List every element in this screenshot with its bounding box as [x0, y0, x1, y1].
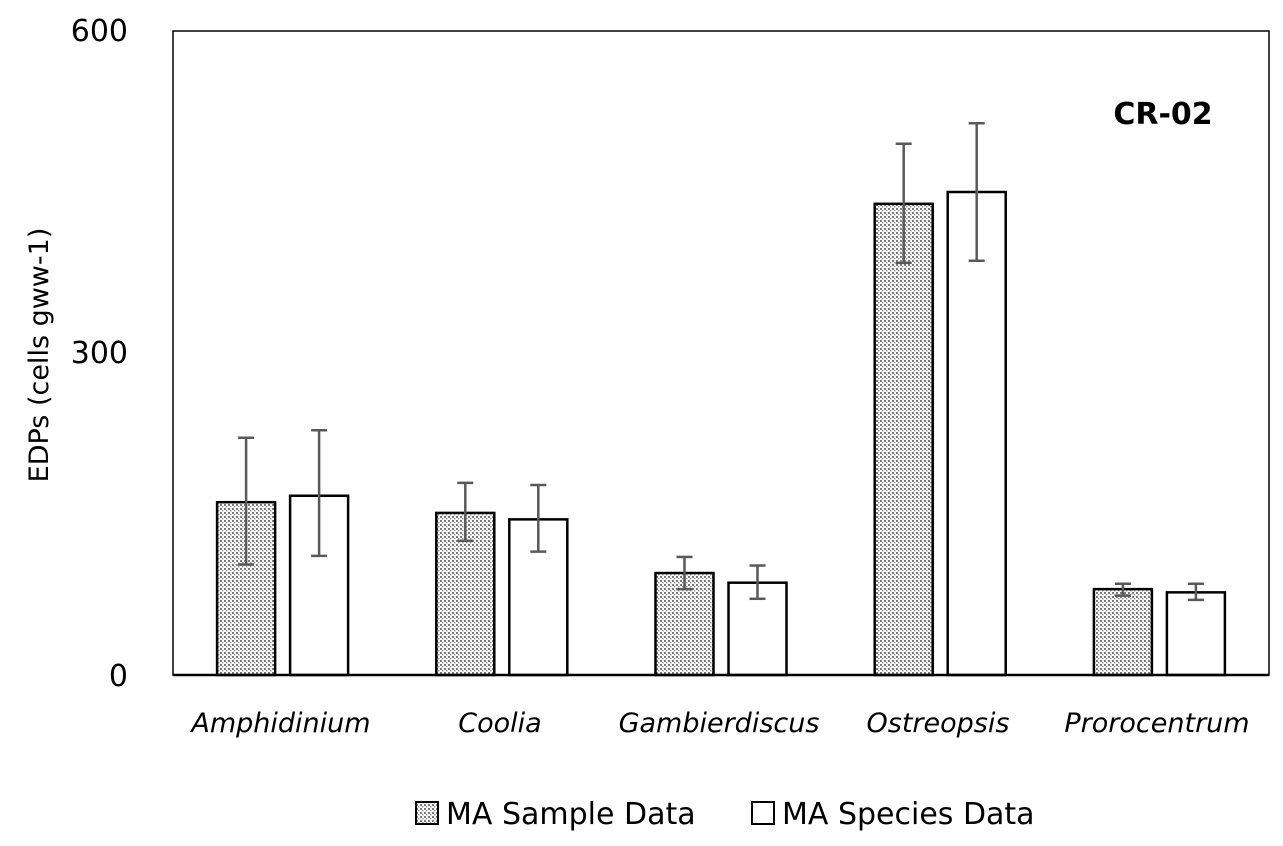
bars-group: [215, 122, 1227, 677]
bar-species-prorocentrum: [1165, 591, 1227, 677]
bar-sample-ostreopsis: [873, 202, 934, 677]
x-category-label: Coolia: [458, 708, 541, 739]
error-bar-species-ostreopsis: [968, 122, 985, 262]
legend-swatch-species: [751, 801, 775, 825]
legend-label-species: MA Species Data: [782, 797, 1035, 832]
x-category-label: Amphidinium: [189, 708, 370, 739]
error-bar-sample-amphidinium: [238, 436, 255, 566]
x-category-label: Gambierdiscus: [619, 708, 820, 739]
legend: MA Sample Data MA Species Data: [415, 797, 1035, 832]
y-tick-label: 300: [71, 336, 128, 371]
bar-sample-prorocentrum: [1092, 587, 1154, 677]
y-tick-label: 0: [109, 659, 128, 694]
error-bar-sample-gambierdiscus: [676, 555, 693, 591]
x-category-label: Ostreopsis: [867, 708, 1010, 739]
y-axis-label: EDPs (cells gww-1): [24, 228, 55, 483]
x-category-label: Prorocentrum: [1064, 708, 1249, 739]
error-bar-sample-coolia: [457, 481, 474, 543]
error-bar-species-coolia: [530, 483, 547, 553]
error-bar-sample-prorocentrum: [1114, 582, 1131, 597]
legend-swatch-sample: [415, 801, 439, 825]
error-bar-species-prorocentrum: [1187, 582, 1204, 602]
error-bar-species-gambierdiscus: [749, 564, 766, 601]
y-tick-label: 600: [71, 14, 128, 49]
error-bar-sample-ostreopsis: [895, 142, 912, 265]
panel-label: CR-02: [1113, 97, 1212, 132]
error-bar-species-amphidinium: [311, 429, 328, 558]
bar-species-ostreopsis: [946, 190, 1007, 677]
legend-label-sample: MA Sample Data: [446, 797, 696, 832]
